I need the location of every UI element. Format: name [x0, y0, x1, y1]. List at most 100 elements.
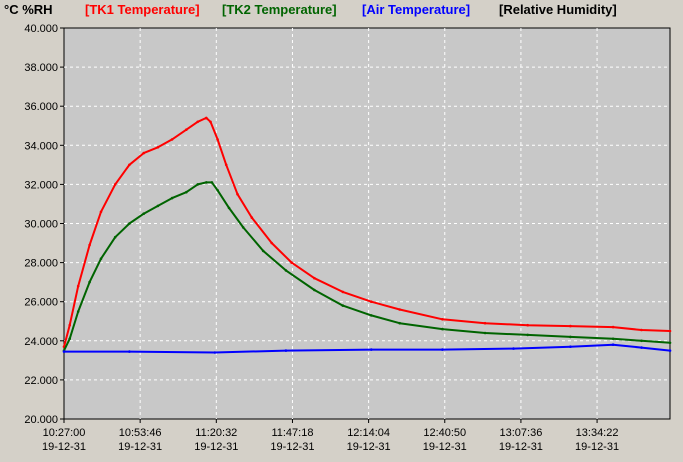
- y-axis: 20.000 22.000 24.000 26.000 28.000 30.000 32.0…: [24, 23, 64, 426]
- data-point: [205, 181, 208, 184]
- data-point: [569, 324, 572, 328]
- data-point: [526, 323, 529, 327]
- data-point: [196, 120, 199, 124]
- legend-item-rh: [Relative Humidity]: [499, 2, 617, 17]
- data-point: [76, 284, 80, 288]
- data-point: [370, 314, 373, 317]
- x-tick-date: 19-12-31: [575, 441, 619, 453]
- data-point: [128, 163, 131, 167]
- data-point: [250, 216, 254, 219]
- y-tick-label: 38.000: [24, 62, 58, 74]
- y-tick-label: 22.000: [24, 375, 58, 387]
- data-point: [128, 222, 131, 225]
- data-point: [241, 226, 245, 229]
- x-tick-date: 19-12-31: [270, 441, 314, 453]
- y-tick-label: 28.000: [24, 258, 58, 270]
- data-point: [227, 206, 231, 210]
- data-point: [313, 288, 316, 292]
- data-point: [290, 261, 293, 264]
- series-group: [62, 116, 672, 354]
- data-point: [68, 337, 71, 341]
- data-point: [205, 116, 208, 120]
- x-tick-date: 19-12-31: [347, 441, 391, 453]
- data-point: [68, 323, 71, 327]
- data-point: [341, 290, 345, 294]
- data-point: [441, 327, 444, 331]
- units-label: °C %RH: [4, 2, 53, 17]
- data-point: [142, 151, 145, 155]
- data-point: [213, 351, 217, 354]
- data-point: [512, 347, 515, 350]
- data-point: [185, 128, 188, 131]
- data-point: [569, 335, 572, 339]
- data-point: [224, 163, 228, 167]
- x-tick-date: 19-12-31: [499, 441, 543, 453]
- x-tick-time: 11:20:32: [195, 427, 237, 439]
- data-point: [441, 348, 444, 351]
- data-point: [668, 349, 672, 352]
- data-point: [284, 349, 288, 352]
- y-tick-label: 32.000: [24, 179, 58, 191]
- data-point: [640, 328, 643, 332]
- y-tick-label: 24.000: [24, 336, 58, 348]
- data-point: [99, 257, 103, 261]
- x-tick-time: 10:27:00: [43, 427, 86, 439]
- data-point: [668, 329, 672, 333]
- data-point: [668, 341, 672, 345]
- y-tick-label: 26.000: [24, 297, 58, 309]
- data-point: [209, 120, 212, 124]
- data-point: [62, 350, 66, 353]
- data-point: [398, 321, 402, 325]
- chart-legend: °C %RH [TK1 Temperature] [TK2 Temperatur…: [0, 0, 683, 22]
- x-tick-time: 13:07:36: [500, 427, 543, 439]
- data-point: [261, 249, 265, 253]
- data-point: [313, 276, 316, 280]
- data-point: [370, 348, 373, 351]
- data-point: [569, 345, 572, 349]
- x-tick-date: 19-12-31: [194, 441, 238, 453]
- x-tick-date: 19-12-31: [118, 441, 162, 453]
- y-tick-label: 36.000: [24, 101, 58, 113]
- data-point: [185, 190, 188, 194]
- x-tick-time: 11:47:18: [271, 427, 313, 439]
- data-point: [156, 204, 160, 208]
- x-tick-time: 12:14:04: [347, 427, 390, 439]
- data-point: [640, 346, 643, 349]
- x-tick-time: 12:40:50: [423, 427, 466, 439]
- data-point: [88, 243, 91, 247]
- x-tick-time: 10:53:46: [119, 427, 162, 439]
- data-point: [128, 350, 131, 353]
- data-point: [611, 337, 615, 341]
- data-point: [441, 318, 444, 321]
- data-point: [236, 192, 239, 196]
- x-tick-time: 13:34:22: [576, 427, 619, 439]
- y-tick-label: 30.000: [24, 219, 58, 231]
- data-point: [483, 321, 487, 325]
- data-point: [270, 241, 274, 245]
- data-point: [341, 304, 345, 307]
- data-point: [113, 183, 117, 186]
- data-point: [398, 308, 402, 311]
- data-point: [99, 210, 103, 214]
- data-point: [370, 300, 373, 304]
- y-tick-label: 40.000: [24, 23, 58, 35]
- grid: [64, 28, 670, 419]
- data-point: [142, 212, 145, 215]
- data-point: [170, 138, 174, 141]
- data-point: [284, 269, 288, 272]
- data-point: [170, 196, 174, 200]
- y-tick-label: 20.000: [24, 414, 58, 426]
- data-point: [216, 138, 219, 141]
- data-point: [611, 343, 615, 347]
- x-tick-date: 19-12-31: [423, 441, 467, 453]
- legend-item-tk1: [TK1 Temperature]: [85, 2, 200, 17]
- x-tick-date: 19-12-31: [42, 441, 86, 453]
- legend-item-tk2: [TK2 Temperature]: [222, 2, 337, 17]
- data-point: [611, 325, 615, 329]
- data-point: [216, 189, 219, 192]
- data-point: [483, 331, 487, 335]
- x-axis: 10:27:00 19-12-31 10:53:46 19-12-31 11:20:32…: [42, 419, 619, 453]
- data-point: [76, 310, 80, 313]
- legend-item-air: [Air Temperature]: [362, 2, 471, 17]
